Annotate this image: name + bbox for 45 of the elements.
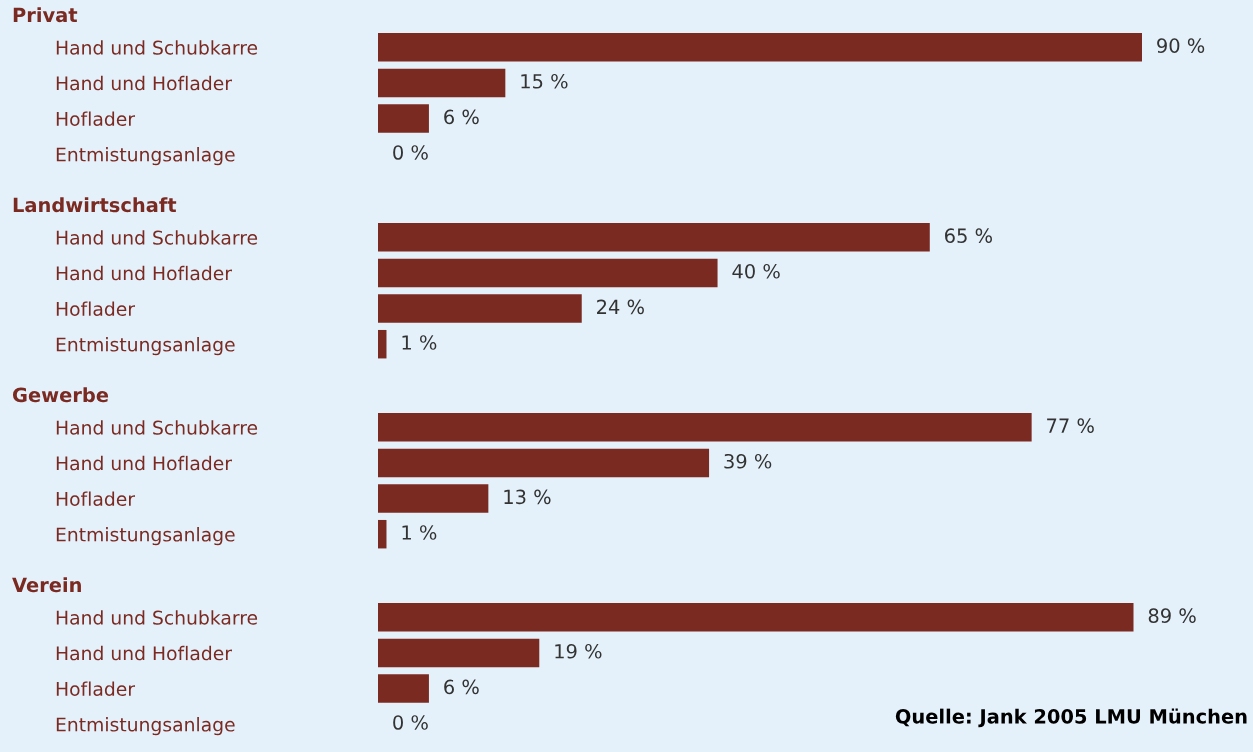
- text: Landwirtschaft: [13, 197, 177, 213]
- data-label: 6 %: [444, 109, 479, 125]
- data-label: 13 %: [504, 489, 551, 505]
- text: Privat: [13, 7, 78, 23]
- bar: [378, 329, 387, 359]
- y-tick-label: Hand und Schubkarre: [56, 420, 258, 435]
- y-tick-label: Hand und Hoflader: [56, 75, 232, 91]
- data-label: 15 %: [521, 73, 568, 89]
- y-tick-label: Entmistungsanlage: [56, 717, 235, 736]
- bar: [378, 294, 582, 323]
- y-tick-label: Hoflader: [56, 111, 136, 126]
- y-tick-label: Hand und Hoflader: [56, 265, 232, 281]
- data-label: 40 %: [732, 263, 780, 279]
- y-tick-label: Hand und Schubkarre: [56, 40, 258, 55]
- data-label: 1 %: [402, 335, 437, 350]
- y-tick-label: Entmistungsanlage: [56, 147, 235, 166]
- data-label: 0 %: [393, 145, 428, 160]
- bar: [378, 484, 489, 513]
- bar: [378, 258, 718, 288]
- data-label: 6 %: [444, 679, 479, 695]
- data-label: 1 %: [402, 525, 437, 540]
- data-label: 89 %: [1148, 608, 1196, 624]
- bar: [378, 413, 1032, 442]
- data-label: 65 %: [945, 228, 992, 244]
- annotation: Quelle: Jank 2005 LMU München: [895, 708, 1247, 728]
- y-tick-label: Hand und Hoflader: [56, 455, 232, 471]
- text: Gewerbe: [12, 387, 109, 403]
- data-label: 24 %: [597, 299, 644, 315]
- y-tick-label: Hoflader: [56, 301, 136, 316]
- y-tick-label: Entmistungsanlage: [56, 527, 235, 546]
- bar: [378, 448, 710, 478]
- y-tick-label: Hoflader: [56, 681, 136, 696]
- data-label: 0 %: [393, 715, 428, 730]
- y-tick-label: Hand und Schubkarre: [56, 610, 258, 625]
- data-label: 39 %: [724, 453, 772, 469]
- data-label: 19 %: [555, 643, 602, 659]
- y-tick-label: Hand und Hoflader: [56, 645, 232, 661]
- y-tick-label: Hoflader: [56, 491, 136, 506]
- data-label: 90 %: [1157, 38, 1205, 54]
- y-tick-label: Entmistungsanlage: [56, 337, 235, 356]
- data-label: 77 %: [1047, 418, 1094, 434]
- bar: [378, 223, 930, 252]
- bar: [378, 519, 387, 549]
- text: Verein: [12, 577, 81, 593]
- y-tick-label: Hand und Schubkarre: [56, 230, 258, 245]
